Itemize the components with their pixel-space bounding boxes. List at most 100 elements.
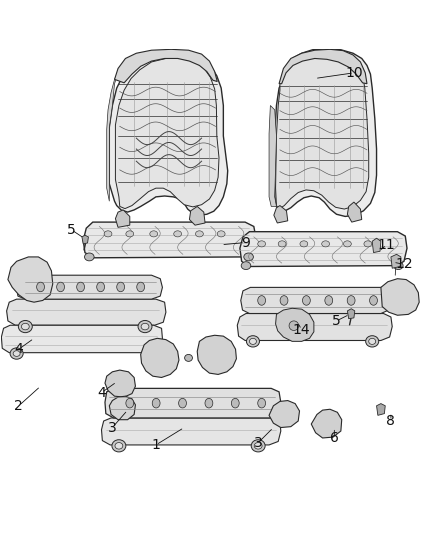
Polygon shape: [276, 308, 314, 341]
Ellipse shape: [37, 282, 45, 292]
Polygon shape: [391, 254, 401, 268]
Polygon shape: [116, 210, 130, 228]
Ellipse shape: [77, 282, 85, 292]
Polygon shape: [105, 389, 281, 418]
Polygon shape: [269, 400, 300, 427]
Text: 11: 11: [378, 238, 396, 252]
Polygon shape: [274, 206, 288, 223]
Ellipse shape: [126, 231, 134, 237]
Polygon shape: [110, 396, 135, 419]
Ellipse shape: [303, 296, 310, 305]
Polygon shape: [237, 313, 392, 341]
Ellipse shape: [138, 320, 152, 333]
Ellipse shape: [141, 324, 149, 330]
Ellipse shape: [217, 231, 225, 237]
Text: 9: 9: [240, 236, 250, 249]
Ellipse shape: [150, 231, 158, 237]
Ellipse shape: [289, 321, 299, 330]
Polygon shape: [116, 59, 219, 208]
Ellipse shape: [369, 338, 376, 344]
Polygon shape: [347, 202, 362, 222]
Polygon shape: [241, 287, 391, 313]
Ellipse shape: [251, 440, 265, 452]
Ellipse shape: [21, 324, 29, 330]
Polygon shape: [377, 403, 385, 415]
Ellipse shape: [393, 262, 403, 270]
Ellipse shape: [126, 398, 134, 408]
Ellipse shape: [115, 442, 123, 449]
Ellipse shape: [104, 231, 112, 237]
Text: 5: 5: [67, 222, 75, 237]
Polygon shape: [7, 299, 166, 325]
Ellipse shape: [322, 241, 329, 247]
Ellipse shape: [325, 296, 333, 305]
Polygon shape: [240, 232, 407, 266]
Polygon shape: [275, 49, 377, 216]
Ellipse shape: [247, 336, 259, 347]
Ellipse shape: [112, 440, 126, 452]
Ellipse shape: [370, 296, 378, 305]
Text: 4: 4: [97, 386, 106, 400]
Ellipse shape: [85, 253, 94, 261]
Ellipse shape: [13, 351, 20, 357]
Polygon shape: [17, 275, 162, 299]
Polygon shape: [311, 409, 342, 438]
Ellipse shape: [258, 241, 265, 247]
Polygon shape: [276, 54, 369, 209]
Ellipse shape: [258, 296, 265, 305]
Polygon shape: [83, 222, 256, 258]
Ellipse shape: [278, 241, 286, 247]
Ellipse shape: [152, 398, 160, 408]
Ellipse shape: [205, 398, 213, 408]
Ellipse shape: [174, 231, 182, 237]
Polygon shape: [372, 238, 381, 253]
Ellipse shape: [185, 354, 192, 361]
Polygon shape: [347, 309, 355, 319]
Ellipse shape: [254, 442, 262, 449]
Ellipse shape: [137, 282, 145, 292]
Ellipse shape: [18, 320, 32, 333]
Polygon shape: [115, 50, 217, 83]
Text: 6: 6: [330, 431, 339, 446]
Text: 14: 14: [293, 322, 311, 337]
Polygon shape: [8, 257, 53, 302]
Text: 12: 12: [395, 257, 413, 271]
Ellipse shape: [10, 348, 23, 359]
Polygon shape: [279, 50, 367, 84]
Text: 10: 10: [345, 66, 363, 80]
Text: 4: 4: [14, 342, 23, 356]
Ellipse shape: [97, 282, 105, 292]
Ellipse shape: [195, 231, 203, 237]
Polygon shape: [269, 106, 276, 206]
Ellipse shape: [280, 296, 288, 305]
Ellipse shape: [258, 398, 265, 408]
Ellipse shape: [300, 241, 308, 247]
Ellipse shape: [347, 296, 355, 305]
Text: 5: 5: [332, 314, 341, 328]
Text: 3: 3: [254, 436, 262, 450]
Polygon shape: [82, 235, 88, 244]
Polygon shape: [197, 335, 237, 375]
Polygon shape: [189, 206, 205, 225]
Ellipse shape: [117, 282, 124, 292]
Polygon shape: [105, 370, 135, 397]
Ellipse shape: [241, 262, 251, 270]
Text: 8: 8: [386, 414, 396, 428]
Text: 2: 2: [14, 399, 23, 413]
Ellipse shape: [250, 338, 256, 344]
Polygon shape: [1, 325, 162, 353]
Ellipse shape: [343, 241, 351, 247]
Ellipse shape: [57, 282, 64, 292]
Polygon shape: [381, 279, 419, 315]
Polygon shape: [102, 418, 281, 445]
Ellipse shape: [231, 398, 239, 408]
Polygon shape: [110, 51, 228, 215]
Polygon shape: [107, 71, 119, 201]
Polygon shape: [141, 338, 179, 377]
Ellipse shape: [179, 398, 187, 408]
Text: 3: 3: [108, 421, 117, 434]
Ellipse shape: [244, 253, 253, 261]
Ellipse shape: [364, 241, 372, 247]
Ellipse shape: [366, 336, 379, 347]
Text: 1: 1: [152, 438, 160, 452]
